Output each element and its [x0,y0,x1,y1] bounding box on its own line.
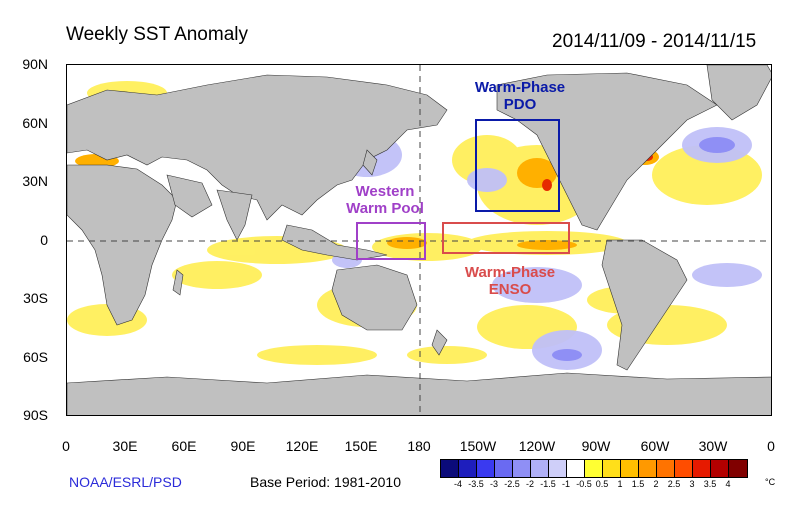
colorbar-tick-label: 3.5 [703,479,717,489]
lat-label-90n: 90N [22,56,48,72]
lon-label-180: 180 [407,438,431,454]
western-warm-pool-label: Western Warm Pool [330,183,440,217]
lat-label-0: 0 [40,232,48,248]
colorbar-swatch [675,460,693,477]
pdo-label-line2: PDO [503,96,537,113]
pdo-label-line1: Warm-Phase [474,79,566,96]
map-title: Weekly SST Anomaly [66,24,248,45]
source-label: NOAA/ESRL/PSD [69,474,182,490]
lon-label-90w: 90W [581,438,611,454]
lat-label-90s: 90S [23,407,48,423]
colorbar-tick-label: 1.5 [631,479,645,489]
colorbar-tick-label: -2 [525,479,534,489]
colorbar-tick-label: -4 [453,479,462,489]
lat-label-60s: 60S [23,349,48,365]
sst-map-svg [67,65,771,415]
colorbar-tick-label: 2.5 [667,479,681,489]
lon-label-30e: 30E [112,438,138,454]
colorbar-swatch [711,460,729,477]
land-masses [67,65,771,415]
colorbar-tick-label: 0.5 [595,479,609,489]
map-gridlines [67,65,771,415]
colorbar-swatch [603,460,621,477]
western-label-line1: Western [355,183,415,200]
lat-label-60n: 60N [22,115,48,131]
lon-label-60e: 60E [171,438,197,454]
colorbar-tick-label: -1.5 [540,479,556,489]
enso-label-line2: ENSO [488,281,532,298]
lon-label-120w: 120W [518,438,556,454]
lon-label-60w: 60W [640,438,670,454]
colorbar-tick-label: -3 [489,479,498,489]
date-range: 2014/11/09 - 2014/11/15 [552,31,757,52]
pdo-region-box [475,119,560,212]
colorbar-swatch [639,460,657,477]
colorbar-swatch [621,460,639,477]
colorbar-tick-label: 3 [689,479,695,489]
colorbar-tick-label: 2 [653,479,659,489]
colorbar-tick-label: -0.5 [576,479,592,489]
base-period-label: Base Period: 1981-2010 [250,474,401,490]
colorbar-tick-label: -1 [561,479,570,489]
enso-label-line1: Warm-Phase [464,264,556,281]
colorbar-swatch [531,460,549,477]
colorbar-swatch [549,460,567,477]
colorbar-tick-label: 4 [725,479,731,489]
western-label-line2: Warm Pool [346,200,424,217]
lon-label-150w: 150W [459,438,497,454]
colorbar [440,459,748,478]
colorbar-swatch [459,460,477,477]
colorbar-swatch [567,460,585,477]
colorbar-swatch [585,460,603,477]
colorbar-swatch [513,460,531,477]
enso-region-box [442,222,570,254]
colorbar-tick-label: -2.5 [504,479,520,489]
lon-label-150e: 150E [344,438,378,454]
lon-label-30w: 30W [698,438,728,454]
colorbar-swatch [477,460,495,477]
enso-label: Warm-Phase ENSO [440,264,580,298]
lat-label-30s: 30S [23,290,48,306]
colorbar-tick-label: 1 [617,479,623,489]
lon-label-0: 0 [62,438,70,454]
colorbar-swatch [441,460,459,477]
lat-label-30n: 30N [22,173,48,189]
lon-label-120e: 120E [285,438,319,454]
colorbar-unit: °C [765,477,776,487]
western-warm-pool-box [356,222,426,260]
pdo-label: Warm-Phase PDO [450,79,590,113]
colorbar-swatch [495,460,513,477]
lon-label-0-east: 0 [767,438,775,454]
colorbar-swatch [729,460,747,477]
sst-map [66,64,772,416]
colorbar-tick-label: -3.5 [468,479,484,489]
colorbar-swatch [657,460,675,477]
colorbar-swatch [693,460,711,477]
lon-label-90e: 90E [230,438,256,454]
